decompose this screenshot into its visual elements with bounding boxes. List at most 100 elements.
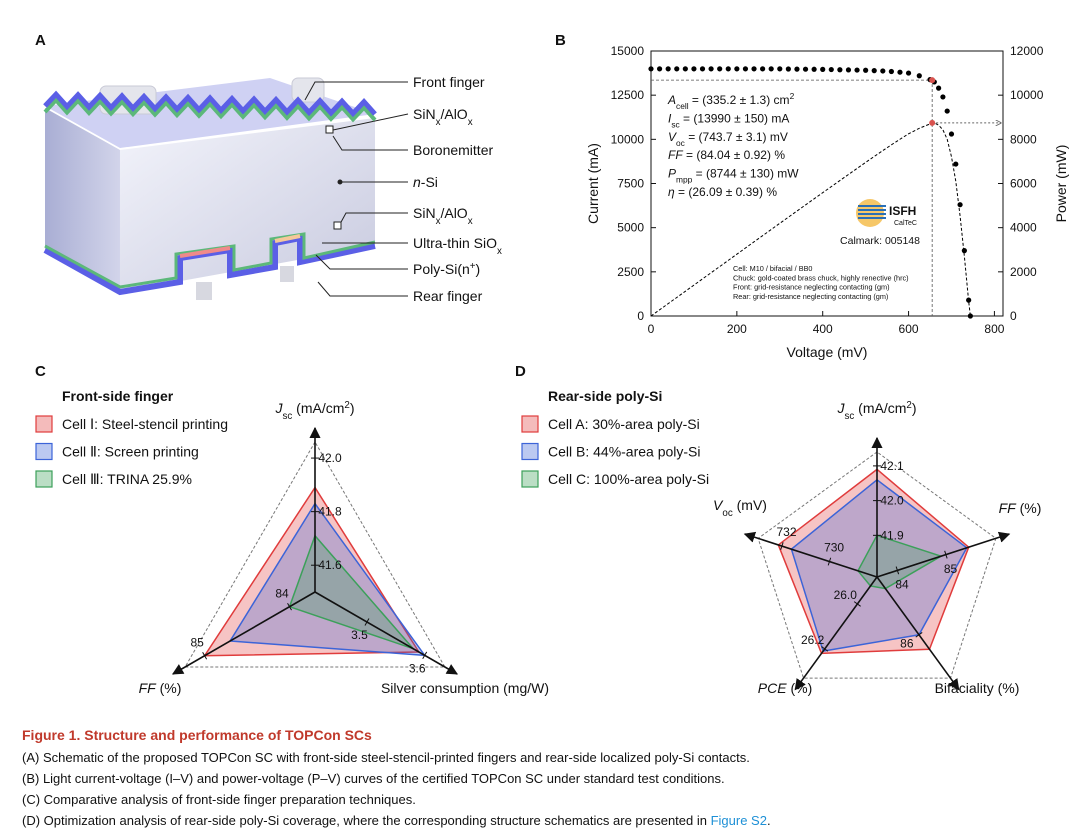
y-tick-label: 2500 bbox=[617, 265, 644, 279]
radar-tick bbox=[422, 651, 428, 660]
mpp-point bbox=[929, 119, 936, 126]
annotation: Voc = (743.7 ± 3.1) mV bbox=[668, 130, 788, 148]
current-point bbox=[820, 66, 826, 72]
slab-side bbox=[45, 108, 120, 292]
radar-axis-title: PCE (%) bbox=[758, 680, 812, 696]
texture-emitter bbox=[43, 97, 377, 123]
radar-tick bbox=[780, 542, 784, 551]
note: Rear: grid-resistance neglecting contact… bbox=[733, 292, 888, 301]
caption-text: (D) Optimization analysis of rear-side p… bbox=[22, 813, 711, 828]
logo: ISFH CalTeC bbox=[856, 199, 917, 227]
radar-area bbox=[777, 468, 970, 655]
y-tick-label: 12500 bbox=[611, 88, 645, 102]
text-segment: x bbox=[468, 117, 473, 128]
text-segment: (mV) bbox=[733, 497, 767, 513]
radar-tick-label: 730 bbox=[824, 540, 844, 554]
current-point bbox=[944, 108, 950, 114]
caption-line: (C) Comparative analysis of front-side f… bbox=[22, 792, 416, 807]
current-point bbox=[708, 66, 714, 72]
text-segment: η bbox=[668, 185, 675, 199]
legend-label: Cell A: 30%-area poly-Si bbox=[548, 416, 700, 432]
panel-label: A bbox=[35, 32, 46, 49]
caption-title: Figure 1. Structure and performance of T… bbox=[22, 727, 372, 743]
x-tick-label: 600 bbox=[899, 322, 919, 336]
radar-tick-label: 41.6 bbox=[318, 558, 342, 572]
text-segment: x bbox=[497, 246, 502, 257]
current-point bbox=[682, 66, 688, 72]
caption-text: (A) Schematic of the proposed TOPCon SC … bbox=[22, 750, 750, 765]
radar-tick bbox=[827, 557, 832, 566]
current-point bbox=[948, 131, 955, 137]
current-point bbox=[751, 66, 757, 72]
note: Cell: M10 / bifacial / BB0 bbox=[733, 264, 813, 273]
text-segment: P bbox=[668, 167, 676, 181]
schematic-label: SiNx/AlOx bbox=[413, 106, 473, 128]
radar-tick-label: 41.9 bbox=[880, 528, 904, 542]
current-point bbox=[871, 68, 877, 74]
radar-tick bbox=[944, 550, 948, 559]
text-segment: = (13990 ± 150) mA bbox=[680, 111, 790, 125]
legend-swatch bbox=[35, 470, 53, 488]
legend-swatch bbox=[521, 415, 539, 433]
current-point bbox=[888, 68, 894, 75]
y2-tick-label: 12000 bbox=[1010, 44, 1044, 58]
text-segment: oc bbox=[722, 508, 732, 519]
radar-tick-label: 3.5 bbox=[351, 628, 368, 642]
current-point bbox=[880, 68, 886, 74]
schematic-label: Ultra-thin SiOx bbox=[413, 235, 502, 257]
radar-tick-label: 42.0 bbox=[880, 494, 904, 508]
radar-area bbox=[790, 478, 968, 653]
text-segment: x bbox=[468, 216, 473, 227]
text-segment: J bbox=[274, 400, 283, 416]
legend-label: Cell Ⅲ: TRINA 25.9% bbox=[62, 471, 192, 487]
current-point bbox=[940, 94, 946, 100]
text-segment: -Si bbox=[421, 174, 438, 190]
panel-label: D bbox=[515, 363, 526, 380]
radar-tick-label: 41.8 bbox=[318, 505, 342, 519]
poly-si bbox=[179, 246, 231, 258]
radar-axis-title: FF (%) bbox=[999, 500, 1042, 516]
text-segment: FF bbox=[668, 148, 683, 162]
text-segment: 2 bbox=[790, 91, 795, 101]
text-segment: ) bbox=[476, 261, 481, 277]
text-segment: FF bbox=[139, 680, 158, 696]
text-segment: Bifaciality (%) bbox=[935, 680, 1020, 696]
radar-tick-label: 85 bbox=[190, 636, 204, 650]
text-segment: /AlO bbox=[440, 205, 467, 221]
y2-tick-label: 6000 bbox=[1010, 177, 1037, 191]
text-segment: Front finger bbox=[413, 74, 485, 90]
legend-label: Cell B: 44%-area poly-Si bbox=[548, 444, 701, 460]
slab-front bbox=[120, 118, 375, 292]
rear-finger bbox=[196, 282, 212, 300]
radar-tick-label: 86 bbox=[900, 637, 914, 651]
current-point bbox=[656, 66, 663, 72]
text-segment: x bbox=[436, 216, 441, 227]
radar-tick bbox=[895, 566, 900, 575]
radar-axis-title: Bifaciality (%) bbox=[935, 680, 1020, 696]
radar-area bbox=[228, 502, 427, 657]
radar-tick-label: 26.0 bbox=[834, 588, 858, 602]
schematic-label: Rear finger bbox=[413, 288, 483, 304]
text-segment: 2 bbox=[906, 400, 911, 411]
current-point bbox=[742, 66, 749, 72]
radar-axis bbox=[172, 591, 316, 675]
y-tick-label: 7500 bbox=[617, 177, 644, 191]
text-segment: mpp bbox=[676, 175, 693, 185]
current-point bbox=[674, 66, 680, 72]
text-segment: x bbox=[436, 117, 441, 128]
text-segment: = (26.09 ± 0.39) % bbox=[675, 185, 778, 199]
current-point bbox=[897, 69, 903, 75]
radar-tick bbox=[202, 652, 208, 660]
current-point bbox=[691, 66, 697, 72]
legend-title: Rear-side poly-Si bbox=[548, 388, 662, 404]
current-point bbox=[936, 85, 942, 91]
panel-label: B bbox=[555, 32, 566, 49]
schematic bbox=[43, 77, 409, 300]
text-segment: (%) bbox=[787, 680, 813, 696]
current-point bbox=[828, 66, 834, 73]
current-point bbox=[734, 66, 740, 72]
caption-link[interactable]: Figure S2 bbox=[711, 813, 767, 828]
y-tick-label: 15000 bbox=[611, 44, 645, 58]
current-point bbox=[768, 66, 774, 72]
